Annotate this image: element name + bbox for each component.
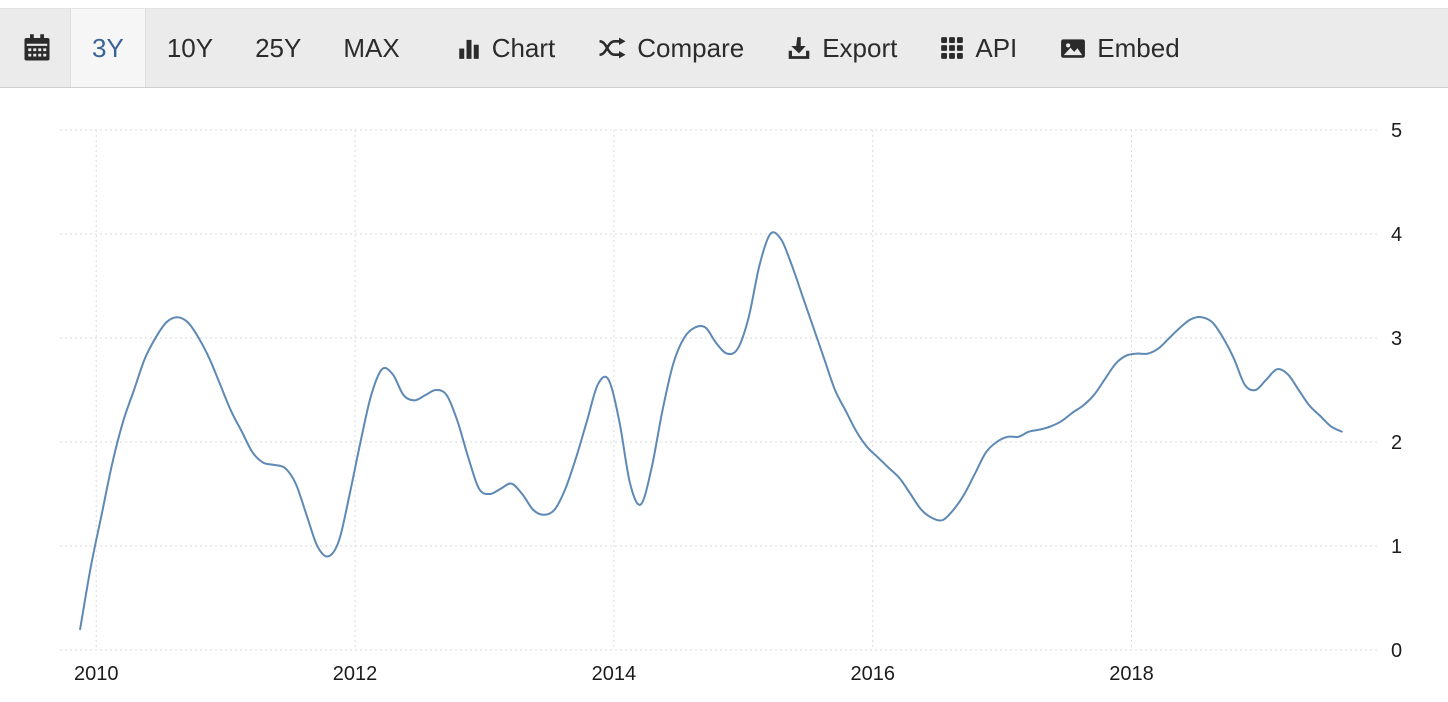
export-button[interactable]: Export: [765, 9, 918, 87]
toolbar: 3Y 10Y 25Y MAX Chart: [0, 8, 1448, 88]
api-button[interactable]: API: [918, 9, 1038, 87]
range-button-25y[interactable]: 25Y: [234, 9, 322, 87]
line-chart-svg[interactable]: 0 1 2 3 4 5 2010 2012 2014 2016 2018: [0, 88, 1448, 702]
x-tick-label: 2010: [74, 663, 119, 685]
compare-button[interactable]: Compare: [576, 9, 765, 87]
x-tick-label: 2014: [592, 663, 637, 685]
export-button-label: Export: [822, 32, 898, 63]
calendar-button[interactable]: [4, 9, 70, 87]
embed-button-label: Embed: [1097, 32, 1180, 63]
range-label: 10Y: [166, 32, 214, 63]
grid-icon: [939, 35, 965, 61]
chart-area: 0 1 2 3 4 5 2010 2012 2014 2016 2018: [0, 88, 1448, 702]
calendar-icon: [22, 33, 52, 63]
y-tick-label: 1: [1391, 536, 1402, 558]
range-button-3y[interactable]: 3Y: [70, 9, 146, 87]
y-tick-label: 4: [1391, 224, 1402, 246]
data-line-series: [79, 231, 1343, 631]
range-label: MAX: [343, 32, 400, 63]
y-tick-label: 5: [1391, 120, 1402, 142]
shuffle-icon: [597, 35, 627, 61]
range-button-max[interactable]: MAX: [322, 9, 420, 87]
download-icon: [786, 35, 812, 61]
image-icon: [1059, 35, 1087, 61]
embed-button[interactable]: Embed: [1038, 9, 1200, 87]
range-button-10y[interactable]: 10Y: [146, 9, 234, 87]
x-tick-label: 2016: [850, 663, 895, 685]
compare-button-label: Compare: [637, 32, 745, 63]
range-label: 25Y: [255, 32, 302, 63]
api-button-label: API: [975, 32, 1018, 63]
chart-type-button[interactable]: Chart: [435, 9, 577, 87]
y-tick-label: 2: [1391, 432, 1402, 454]
y-tick-label: 3: [1391, 328, 1402, 350]
bar-chart-icon: [456, 35, 482, 61]
x-tick-label: 2018: [1109, 663, 1154, 685]
range-label: 3Y: [92, 32, 124, 63]
chart-button-label: Chart: [491, 32, 556, 63]
y-tick-label: 0: [1391, 640, 1402, 662]
x-tick-label: 2012: [333, 663, 378, 685]
